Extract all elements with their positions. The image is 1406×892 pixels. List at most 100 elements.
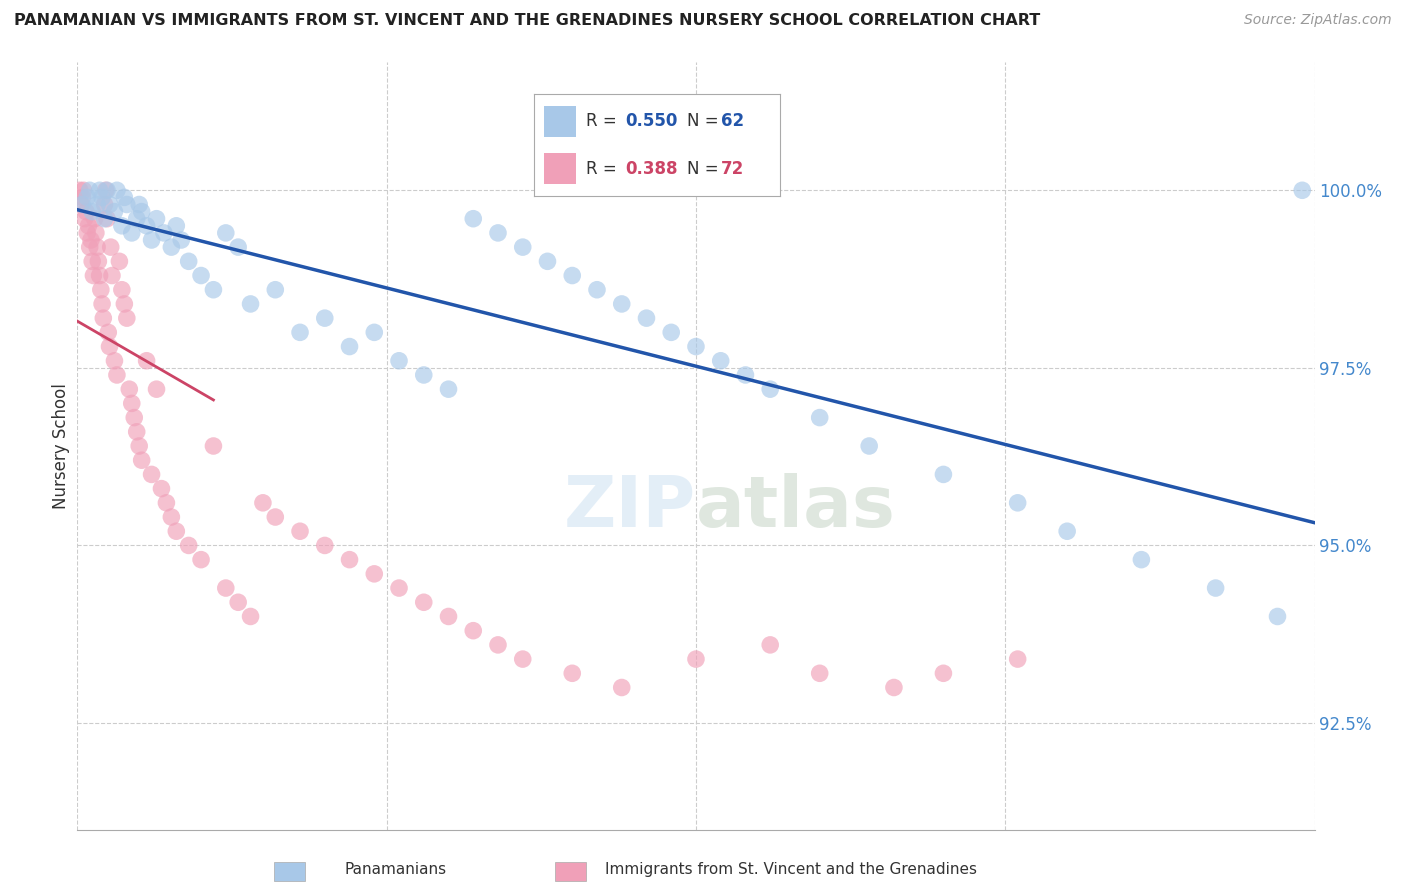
- Point: [141, 467, 163, 482]
- Point: [153, 226, 176, 240]
- Point: [314, 311, 336, 326]
- Point: [239, 609, 262, 624]
- Y-axis label: Nursery School: Nursery School: [52, 383, 70, 509]
- Point: [314, 538, 336, 552]
- Point: [808, 410, 831, 425]
- Point: [75, 204, 97, 219]
- Point: [105, 183, 128, 197]
- Point: [122, 410, 145, 425]
- Point: [883, 681, 905, 695]
- Point: [215, 226, 238, 240]
- Point: [388, 581, 411, 595]
- Point: [89, 183, 111, 197]
- Point: [288, 326, 311, 340]
- Point: [388, 353, 411, 368]
- Point: [135, 353, 157, 368]
- Point: [339, 340, 361, 354]
- Point: [636, 311, 658, 326]
- Point: [84, 226, 107, 240]
- Point: [100, 240, 122, 254]
- Point: [118, 382, 141, 396]
- Point: [105, 368, 128, 382]
- Point: [226, 595, 249, 609]
- Point: [177, 254, 200, 268]
- Point: [463, 211, 485, 226]
- Point: [93, 211, 115, 226]
- Text: Immigrants from St. Vincent and the Grenadines: Immigrants from St. Vincent and the Gren…: [605, 863, 977, 877]
- Point: [121, 396, 143, 410]
- Point: [90, 283, 112, 297]
- Point: [165, 524, 187, 539]
- Point: [170, 233, 193, 247]
- Point: [86, 197, 108, 211]
- Point: [932, 467, 955, 482]
- Point: [82, 254, 104, 268]
- Point: [858, 439, 880, 453]
- Point: [239, 297, 262, 311]
- Point: [145, 382, 167, 396]
- Point: [89, 268, 111, 283]
- Point: [83, 211, 105, 226]
- Point: [115, 311, 138, 326]
- Point: [1130, 552, 1153, 566]
- Point: [1267, 609, 1289, 624]
- Point: [561, 268, 583, 283]
- Text: PANAMANIAN VS IMMIGRANTS FROM ST. VINCENT AND THE GRENADINES NURSERY SCHOOL CORR: PANAMANIAN VS IMMIGRANTS FROM ST. VINCEN…: [14, 13, 1040, 29]
- Point: [111, 283, 134, 297]
- Point: [165, 219, 187, 233]
- Point: [610, 681, 633, 695]
- Point: [536, 254, 558, 268]
- Point: [190, 552, 212, 566]
- Point: [1291, 183, 1313, 197]
- Point: [112, 297, 135, 311]
- Point: [512, 240, 534, 254]
- Point: [103, 353, 125, 368]
- Point: [685, 652, 707, 666]
- Point: [177, 538, 200, 552]
- Point: [128, 197, 150, 211]
- Point: [76, 190, 98, 204]
- Point: [202, 283, 225, 297]
- Point: [264, 510, 287, 524]
- Point: [101, 268, 124, 283]
- Point: [155, 496, 177, 510]
- Point: [264, 283, 287, 297]
- Text: N =: N =: [686, 112, 724, 130]
- Point: [125, 425, 148, 439]
- Point: [1056, 524, 1078, 539]
- Point: [1205, 581, 1227, 595]
- Point: [412, 595, 434, 609]
- Point: [112, 190, 135, 204]
- Point: [363, 326, 385, 340]
- Bar: [544, 106, 576, 136]
- Point: [463, 624, 485, 638]
- Point: [160, 510, 183, 524]
- Point: [339, 552, 361, 566]
- Point: [103, 204, 125, 219]
- Point: [437, 609, 460, 624]
- Text: 72: 72: [721, 160, 745, 178]
- Text: R =: R =: [586, 112, 621, 130]
- Point: [131, 204, 153, 219]
- Point: [94, 183, 117, 197]
- Point: [145, 211, 167, 226]
- Point: [734, 368, 756, 382]
- Point: [93, 197, 115, 211]
- Point: [486, 226, 509, 240]
- Point: [190, 268, 212, 283]
- Point: [97, 326, 120, 340]
- Point: [586, 283, 609, 297]
- Point: [363, 566, 385, 581]
- Text: N =: N =: [686, 160, 724, 178]
- Point: [91, 190, 114, 204]
- Point: [412, 368, 434, 382]
- Point: [96, 183, 118, 197]
- Text: Source: ZipAtlas.com: Source: ZipAtlas.com: [1244, 13, 1392, 28]
- Point: [82, 204, 104, 219]
- Point: [685, 340, 707, 354]
- Point: [108, 254, 131, 268]
- Point: [87, 254, 110, 268]
- Point: [141, 233, 163, 247]
- Point: [91, 311, 114, 326]
- Point: [215, 581, 238, 595]
